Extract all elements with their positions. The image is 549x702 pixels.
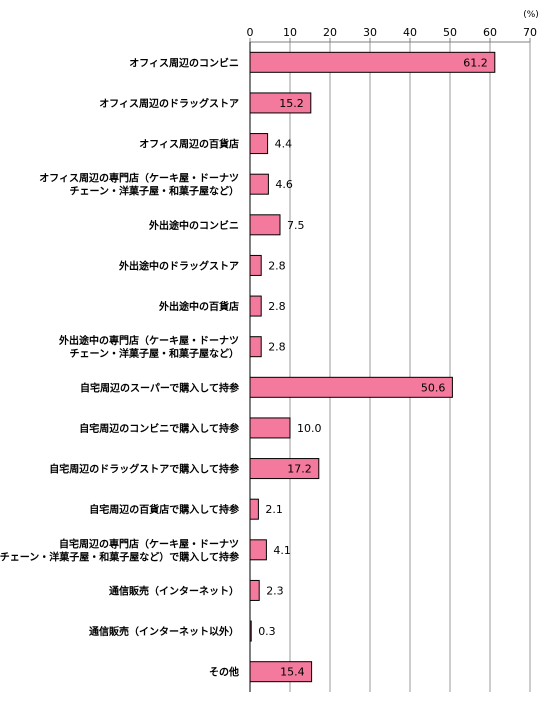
value-label: 4.1: [273, 544, 291, 557]
value-label: 4.4: [275, 138, 293, 151]
value-labels: 61.2 15.2 4.4 4.6 7.5 2.8 2.8 2.8 50.6 10.0 17.2 2.…: [258, 56, 488, 678]
value-label: 50.6: [421, 381, 446, 394]
category-label: オフィス周辺のコンビニ: [129, 56, 239, 69]
bar: [249, 295, 262, 317]
category-label: 外出途中のコンビニ: [148, 219, 239, 232]
x-tick-label: 50: [443, 26, 457, 39]
value-label: 7.5: [287, 219, 305, 232]
x-tick-label: 70: [523, 26, 537, 39]
category-label: 外出途中のドラッグストア: [118, 259, 239, 272]
x-tick-label: 60: [483, 26, 497, 39]
value-label: 2.3: [266, 584, 284, 597]
bar: [249, 539, 267, 561]
value-label: 10.0: [297, 422, 322, 435]
unit-label: (%): [523, 10, 539, 20]
bar: [249, 498, 259, 520]
category-label: 自宅周辺の百貨店で購入して持参: [89, 503, 239, 516]
category-label: オフィス周辺の専門店（ケーキ屋・ドーナツ: [39, 172, 239, 185]
bars: [249, 51, 496, 683]
bar: [249, 579, 260, 601]
x-tick-label: 20: [323, 26, 337, 39]
gridlines: [289, 42, 531, 692]
category-label: 自宅周辺のコンビニで購入して持参: [79, 422, 239, 435]
category-label: オフィス周辺の百貨店: [139, 138, 239, 151]
category-label: その他: [209, 666, 239, 679]
value-label: 2.8: [268, 300, 286, 313]
value-label: 17.2: [287, 463, 312, 476]
bar: [249, 214, 281, 236]
x-tick-label: 10: [283, 26, 297, 39]
value-label: 4.6: [275, 178, 293, 191]
value-label: 2.8: [268, 259, 286, 272]
value-label: 15.4: [280, 666, 305, 679]
value-label: 15.2: [279, 97, 304, 110]
x-tick-label: 0: [247, 26, 254, 39]
bar: [249, 51, 496, 73]
value-label: 0.3: [258, 625, 276, 638]
category-label: 外出途中の百貨店: [158, 300, 239, 313]
x-tick-labels: 0 10 20 30 40 50 60 70: [247, 26, 538, 39]
axes: [249, 38, 531, 692]
category-label: 自宅周辺のドラッグストアで購入して持参: [49, 463, 239, 476]
category-label: チェーン・洋菓子屋・和菓子屋など）で購入して持参: [0, 550, 239, 563]
value-label: 2.1: [265, 503, 283, 516]
category-label: 通信販売（インターネット）: [109, 584, 239, 597]
value-label: 61.2: [463, 56, 488, 69]
category-label: チェーン・洋菓子屋・和菓子屋など）: [70, 347, 240, 360]
value-label: 2.8: [268, 341, 286, 354]
bar: [249, 133, 269, 155]
bar: [249, 173, 269, 195]
category-label: 自宅周辺の専門店（ケーキ屋・ドーナツ: [59, 537, 239, 550]
category-label: 通信販売（インターネット以外）: [89, 625, 239, 638]
bar: [249, 336, 262, 358]
x-tick-label: 40: [403, 26, 417, 39]
category-label: オフィス周辺のドラッグストア: [99, 97, 239, 110]
category-label: 外出途中の専門店（ケーキ屋・ドーナツ: [58, 334, 239, 347]
bar: [249, 254, 262, 276]
category-label: 自宅周辺のスーパーで購入して持参: [80, 381, 239, 394]
x-tick-label: 30: [363, 26, 377, 39]
bar: [249, 417, 291, 439]
category-labels: オフィス周辺のコンビニオフィス周辺のドラッグストアオフィス周辺の百貨店オフィス周…: [0, 56, 239, 678]
category-label: チェーン・洋菓子屋・和菓子屋など）: [70, 185, 240, 198]
